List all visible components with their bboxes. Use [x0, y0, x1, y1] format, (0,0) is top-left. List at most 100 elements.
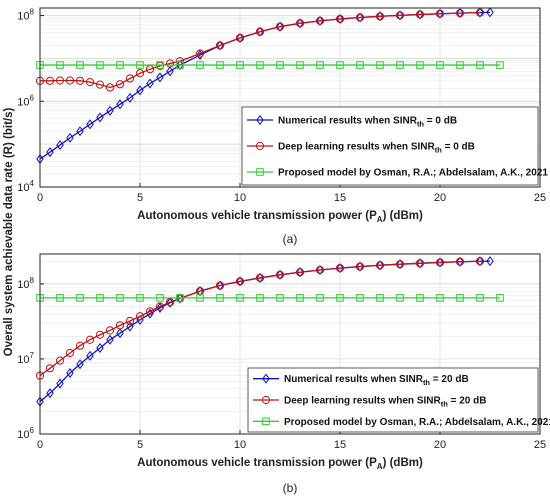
- data-point-square: [356, 294, 364, 302]
- data-point-square: [496, 294, 504, 302]
- data-point-diamond: [76, 359, 84, 370]
- data-point-circle: [435, 9, 445, 18]
- legend-label-subscript: th: [441, 400, 448, 409]
- data-point-diamond: [96, 342, 104, 353]
- data-point-circle: [105, 326, 115, 335]
- data-point-circle: [335, 264, 345, 273]
- legend-label-subscript: th: [423, 378, 430, 387]
- x-axis-label-part: Autonomous vehicle transmission power (P: [137, 210, 377, 222]
- legend-box: [247, 367, 539, 433]
- data-point-square: [456, 61, 464, 69]
- data-point-circle: [125, 74, 135, 83]
- data-point-diamond: [136, 85, 144, 96]
- data-point-circle: [455, 9, 465, 18]
- data-point-diamond: [416, 9, 424, 20]
- data-point-diamond: [156, 302, 164, 313]
- x-tick-label: 5: [137, 192, 143, 204]
- data-point-square: [116, 61, 124, 69]
- data-point-circle: [135, 312, 145, 321]
- legend-label-text: Proposed model by Osman, R.A.; Abdelsala…: [278, 168, 548, 179]
- data-point-diamond: [316, 264, 324, 276]
- data-point-circle: [95, 330, 105, 339]
- data-point-square: [496, 61, 504, 69]
- data-point-square: [276, 294, 284, 302]
- x-axis-label-part: ) (dBm): [383, 210, 423, 222]
- legend-box: [241, 106, 539, 186]
- data-point-diamond: [46, 388, 54, 399]
- data-point-circle: [85, 335, 95, 344]
- data-point-diamond: [156, 72, 164, 83]
- data-point-square: [396, 61, 404, 69]
- data-point-diamond: [356, 261, 364, 272]
- x-axis-label: Autonomous vehicle transmission power (P…: [137, 210, 423, 224]
- x-tick-label: 0: [37, 192, 43, 204]
- legend-label-text: Proposed model by Osman, R.A.; Abdelsala…: [284, 417, 550, 428]
- data-point-diamond: [126, 92, 134, 103]
- y-tick-label: 106: [17, 93, 34, 108]
- data-point-square: [436, 294, 444, 302]
- legend-label-text: = 0 dB: [424, 116, 457, 127]
- data-point-diamond: [46, 147, 54, 158]
- data-point-square: [256, 294, 264, 302]
- data-point-circle: [255, 27, 265, 36]
- legend-label: Numerical results when SINRth = 0 dB: [278, 116, 457, 129]
- data-point-square: [96, 294, 104, 302]
- data-point-circle: [315, 16, 325, 26]
- data-point-diamond: [66, 367, 74, 379]
- data-point-square: [56, 294, 64, 302]
- data-point-diamond: [216, 280, 224, 291]
- data-point-diamond: [176, 60, 184, 71]
- data-point-circle: [295, 19, 305, 28]
- x-tick-label: 25: [534, 439, 546, 451]
- y-tick-exponent: 4: [30, 179, 35, 188]
- x-tick-label: 20: [434, 439, 446, 451]
- data-point-square: [116, 294, 124, 302]
- data-point-circle: [475, 8, 485, 17]
- y-tick-base: 10: [17, 429, 29, 441]
- x-tick-label: 15: [334, 192, 346, 204]
- panel-caption: (b): [283, 481, 298, 495]
- data-point-diamond: [196, 286, 204, 297]
- data-point-diamond: [336, 13, 344, 25]
- data-point-square: [436, 61, 444, 69]
- data-point-square: [296, 61, 304, 69]
- data-point-diamond: [356, 12, 364, 23]
- legend-label: Deep learning results when SINRth = 20 d…: [284, 396, 486, 409]
- data-point-square: [236, 61, 244, 69]
- data-point-square: [136, 294, 144, 302]
- data-point-circle: [55, 76, 65, 85]
- data-point-circle: [75, 341, 85, 350]
- data-point-circle: [85, 78, 95, 87]
- data-point-diamond: [256, 26, 264, 37]
- data-point-square: [416, 61, 424, 69]
- x-tick-label: 5: [137, 439, 143, 451]
- legend-marker-circle: [255, 141, 265, 151]
- y-tick-base: 10: [17, 96, 29, 108]
- x-tick-label: 25: [534, 192, 546, 204]
- panel-caption: (a): [283, 232, 298, 246]
- data-point-square: [256, 61, 264, 69]
- legend-label-text: = 20 dB: [448, 396, 487, 407]
- legend-label-text: = 0 dB: [442, 142, 475, 153]
- x-tick-label: 20: [434, 192, 446, 204]
- y-tick-base: 10: [17, 279, 29, 291]
- data-point-circle: [395, 11, 405, 20]
- data-point-circle: [165, 298, 175, 307]
- data-point-diamond: [486, 256, 494, 267]
- data-point-diamond: [136, 314, 144, 326]
- data-point-diamond: [456, 8, 464, 19]
- data-point-circle: [235, 33, 245, 43]
- data-point-diamond: [196, 49, 204, 61]
- data-point-circle: [75, 76, 85, 85]
- data-point-diamond: [236, 32, 244, 43]
- y-tick-exponent: 6: [30, 426, 35, 435]
- legend-label: Deep learning results when SINRth = 0 dB: [278, 142, 475, 155]
- data-point-diamond: [476, 7, 484, 18]
- data-point-circle: [475, 257, 485, 266]
- data-point-circle: [125, 316, 135, 326]
- data-point-diamond: [56, 140, 64, 151]
- axes-box: [39, 7, 541, 188]
- legend-marker-diamond: [262, 373, 270, 384]
- data-point-circle: [275, 270, 285, 279]
- data-point-diamond: [106, 334, 114, 345]
